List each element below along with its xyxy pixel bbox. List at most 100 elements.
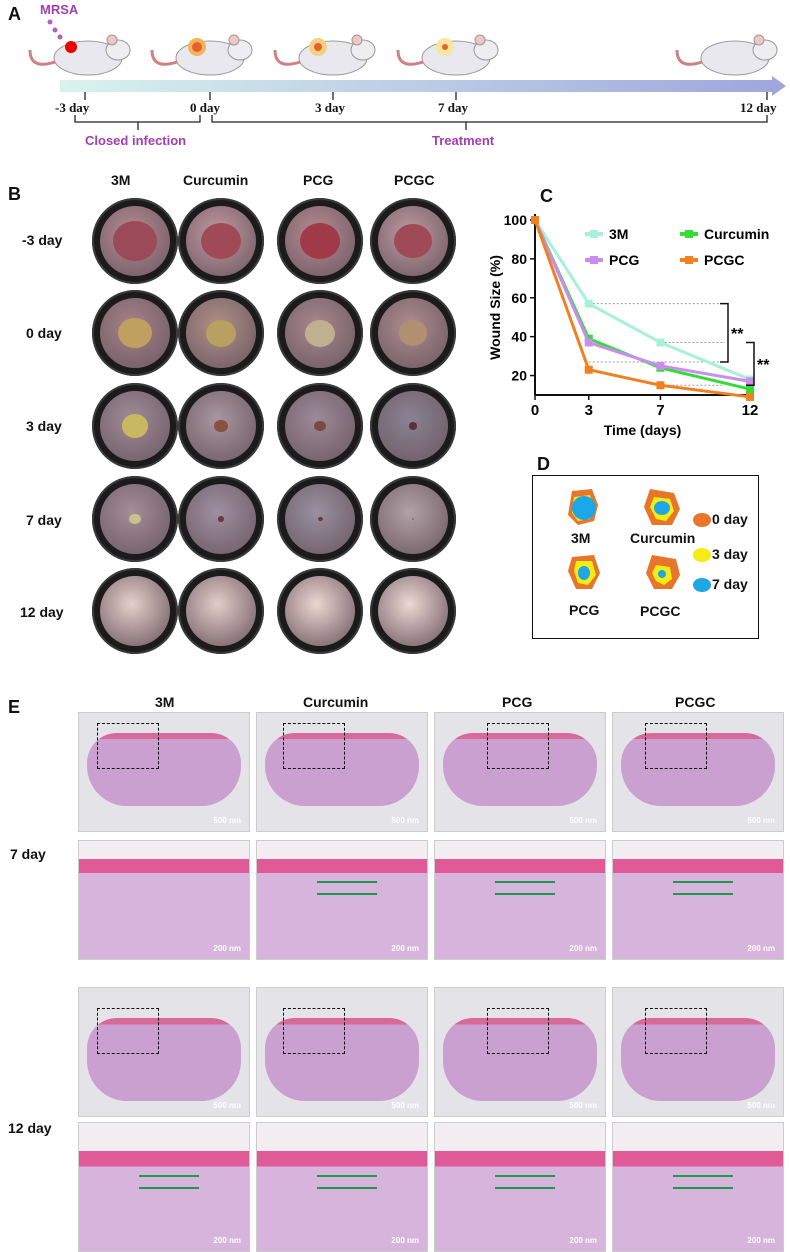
wound-photo bbox=[92, 383, 178, 469]
trace-label-pcg: PCG bbox=[569, 602, 600, 618]
legend-label-7-day: 7 day bbox=[712, 576, 748, 592]
histology-overview-image: 500 nm bbox=[78, 987, 250, 1117]
tissue-section bbox=[613, 859, 783, 959]
wound-photo bbox=[370, 568, 456, 654]
histology-overview-image: 500 nm bbox=[612, 987, 784, 1117]
scale-bar-label: 200 nm bbox=[213, 944, 241, 953]
tick-label-day-0: 0 day bbox=[190, 100, 220, 115]
wound-photo bbox=[277, 568, 363, 654]
tissue-section bbox=[87, 1018, 241, 1101]
zoom-region-box bbox=[97, 723, 159, 769]
scale-bar-label: 500 nm bbox=[391, 816, 419, 825]
panel-b-col-pcg: PCG bbox=[303, 172, 334, 188]
x-axis-label: Time (days) bbox=[604, 422, 682, 438]
wound-photo bbox=[370, 198, 456, 284]
histology-overview-image: 500 nm bbox=[434, 987, 606, 1117]
timeline-figure bbox=[28, 19, 786, 130]
tick-label-day-minus3: -3 day bbox=[55, 100, 90, 115]
significance-label: ** bbox=[757, 357, 770, 374]
legend-label: PCG bbox=[609, 252, 639, 268]
x-tick-label: 0 bbox=[531, 402, 539, 419]
wound-photo bbox=[370, 476, 456, 562]
legend-marker bbox=[590, 230, 598, 238]
tissue-section bbox=[79, 1151, 249, 1251]
series-line bbox=[533, 219, 751, 399]
x-tick-label: 3 bbox=[585, 402, 593, 419]
data-point bbox=[746, 377, 754, 386]
panel-c-letter: C bbox=[540, 186, 553, 206]
phase-brackets bbox=[74, 115, 768, 130]
epithelium-outline bbox=[673, 1175, 733, 1189]
histology-overview-image: 500 nm bbox=[256, 712, 428, 832]
panel-e-col-pcgc: PCGC bbox=[675, 694, 716, 710]
panel-e-col-curcumin: Curcumin bbox=[303, 694, 369, 710]
panel-b-col-3m: 3M bbox=[111, 172, 131, 188]
wound-photo bbox=[92, 290, 178, 376]
y-tick-label: 80 bbox=[511, 251, 527, 267]
zoom-region-box bbox=[283, 723, 345, 769]
scale-bar-label: 500 nm bbox=[569, 1101, 597, 1110]
scale-bar-label: 200 nm bbox=[213, 1236, 241, 1245]
tick-label-day-3: 3 day bbox=[315, 100, 345, 115]
panel-b-row-0: 0 day bbox=[26, 325, 62, 341]
panel-b-row-12: 12 day bbox=[20, 604, 64, 620]
y-tick-label: 40 bbox=[511, 329, 527, 345]
tissue-section bbox=[87, 733, 241, 806]
legend-marker bbox=[685, 230, 693, 238]
legend-marker bbox=[685, 256, 693, 264]
tissue-section bbox=[443, 733, 597, 806]
trace-pcg bbox=[568, 555, 600, 589]
epithelium-outline bbox=[673, 881, 733, 895]
significance-bracket bbox=[746, 341, 755, 387]
epithelium-outline bbox=[495, 1175, 555, 1189]
scale-bar-label: 200 nm bbox=[747, 1236, 775, 1245]
scale-bar-label: 500 nm bbox=[391, 1101, 419, 1110]
tick-label-day-12: 12 day bbox=[740, 100, 777, 115]
histology-zoom-image: 200 nm bbox=[434, 1122, 606, 1252]
wound-photo bbox=[370, 383, 456, 469]
wound-photo bbox=[92, 476, 178, 562]
scale-bar-label: 200 nm bbox=[391, 1236, 419, 1245]
epithelium-outline bbox=[317, 1175, 377, 1189]
mrsa-label: MRSA bbox=[40, 2, 79, 17]
histology-zoom-image: 200 nm bbox=[612, 840, 784, 960]
data-point bbox=[656, 361, 665, 370]
scale-bar-label: 200 nm bbox=[569, 944, 597, 953]
legend-label-3-day: 3 day bbox=[712, 546, 748, 562]
wound-photo bbox=[178, 290, 264, 376]
data-point bbox=[746, 385, 754, 394]
mouse-icon-day-minus3 bbox=[28, 34, 131, 76]
phase-treatment: Treatment bbox=[432, 133, 495, 148]
data-point bbox=[746, 392, 754, 401]
wound-trace-box bbox=[532, 475, 759, 639]
epithelium-outline bbox=[317, 881, 377, 895]
wound-photo bbox=[370, 290, 456, 376]
significance-bracket bbox=[720, 302, 729, 363]
epithelium-outline bbox=[139, 1175, 199, 1189]
tick-label-day-7: 7 day bbox=[438, 100, 468, 115]
zoom-region-box bbox=[645, 723, 707, 769]
wound-size-chart: 20 40 60 80 100 0 3 7 12 Time (days) Wound Size (%… bbox=[487, 212, 770, 438]
x-tick-label: 7 bbox=[656, 402, 664, 419]
legend-marker bbox=[590, 256, 598, 264]
tissue-section bbox=[257, 1151, 427, 1251]
scale-bar-label: 200 nm bbox=[747, 944, 775, 953]
scale-bar-label: 500 nm bbox=[747, 816, 775, 825]
y-axis-label: Wound Size (%) bbox=[487, 255, 503, 360]
data-point bbox=[584, 299, 593, 308]
wound-photo bbox=[277, 290, 363, 376]
tissue-section bbox=[621, 733, 775, 806]
legend-swatch-7-day bbox=[693, 578, 711, 592]
series-line bbox=[533, 219, 751, 383]
panel-b-letter: B bbox=[8, 184, 21, 204]
panel-b-row-7: 7 day bbox=[26, 512, 62, 528]
mouse-icon-day-7 bbox=[396, 34, 499, 76]
panel-e-col-pcg: PCG bbox=[502, 694, 533, 710]
scale-bar-label: 500 nm bbox=[747, 1101, 775, 1110]
wound-photo bbox=[178, 383, 264, 469]
legend-label-0-day: 0 day bbox=[712, 511, 748, 527]
timeline-arrow bbox=[60, 76, 786, 96]
y-tick-label: 60 bbox=[511, 290, 527, 306]
histology-zoom-image: 200 nm bbox=[434, 840, 606, 960]
scale-bar-label: 500 nm bbox=[213, 816, 241, 825]
